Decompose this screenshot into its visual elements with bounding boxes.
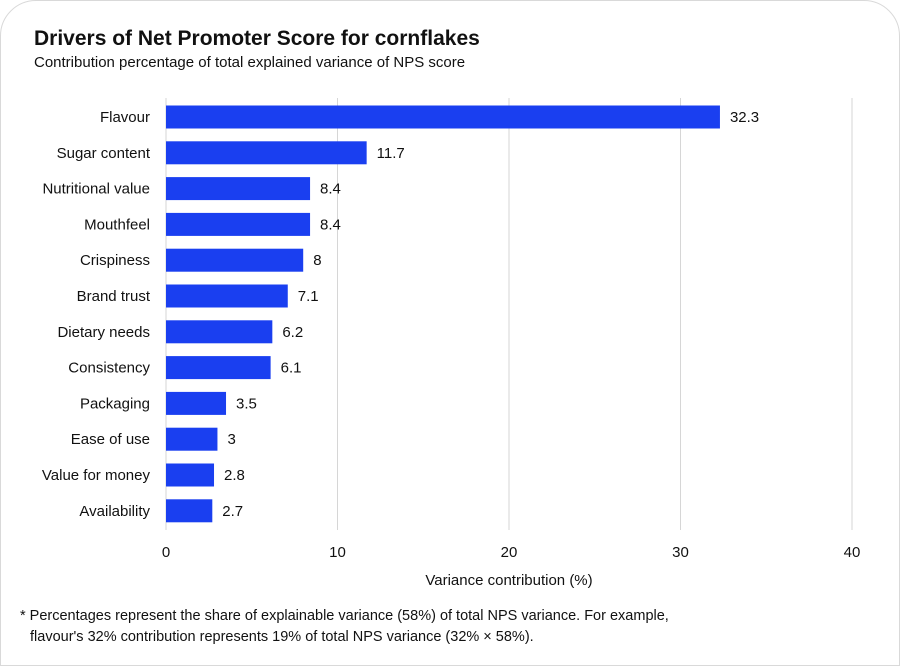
value-label: 8.4: [320, 216, 341, 233]
value-label: 2.8: [224, 467, 245, 484]
category-label: Mouthfeel: [84, 216, 150, 233]
bar: [166, 248, 304, 272]
category-label: Nutritional value: [42, 181, 150, 198]
value-label: 3: [227, 431, 235, 448]
value-label: 7.1: [298, 288, 319, 305]
bar: [166, 320, 273, 344]
value-label: 3.5: [236, 395, 257, 412]
category-label: Brand trust: [77, 288, 151, 305]
value-label: 11.7: [377, 145, 405, 162]
category-label: Sugar content: [57, 145, 151, 162]
x-tick-label: 30: [672, 544, 689, 561]
value-label: 8.4: [320, 181, 341, 198]
footnote: * Percentages represent the share of exp…: [20, 606, 669, 648]
category-label: Packaging: [80, 395, 150, 412]
bar: [166, 177, 311, 201]
footnote-line-2: flavour's 32% contribution represents 19…: [30, 629, 534, 645]
category-label: Consistency: [68, 360, 150, 377]
footnote-line-1: * Percentages represent the share of exp…: [20, 608, 669, 624]
x-tick-label: 40: [844, 544, 861, 561]
value-label: 6.1: [281, 360, 302, 377]
category-label: Dietary needs: [57, 324, 150, 341]
chart-subtitle: Contribution percentage of total explain…: [34, 54, 466, 71]
value-label: 32.3: [730, 109, 759, 126]
bar: [166, 284, 288, 308]
x-tick-label: 0: [162, 544, 170, 561]
value-label: 2.7: [222, 503, 243, 520]
category-label: Crispiness: [80, 252, 150, 269]
bar: [166, 356, 271, 380]
x-tick-label: 10: [329, 544, 346, 561]
value-label: 8: [313, 252, 321, 269]
category-label: Flavour: [100, 109, 150, 126]
value-label: 6.2: [282, 324, 303, 341]
bar: [166, 391, 227, 415]
bar: [166, 212, 311, 236]
x-axis-label: Variance contribution (%): [425, 572, 592, 589]
category-label: Availability: [79, 503, 150, 520]
category-label: Ease of use: [71, 431, 150, 448]
x-tick-label: 20: [501, 544, 518, 561]
bar: [166, 499, 213, 523]
bar: [166, 105, 720, 129]
category-label: Value for money: [42, 467, 151, 484]
bar: [166, 427, 218, 451]
bar: [166, 463, 215, 487]
bar: [166, 141, 367, 165]
chart-title: Drivers of Net Promoter Score for cornfl…: [34, 27, 480, 50]
